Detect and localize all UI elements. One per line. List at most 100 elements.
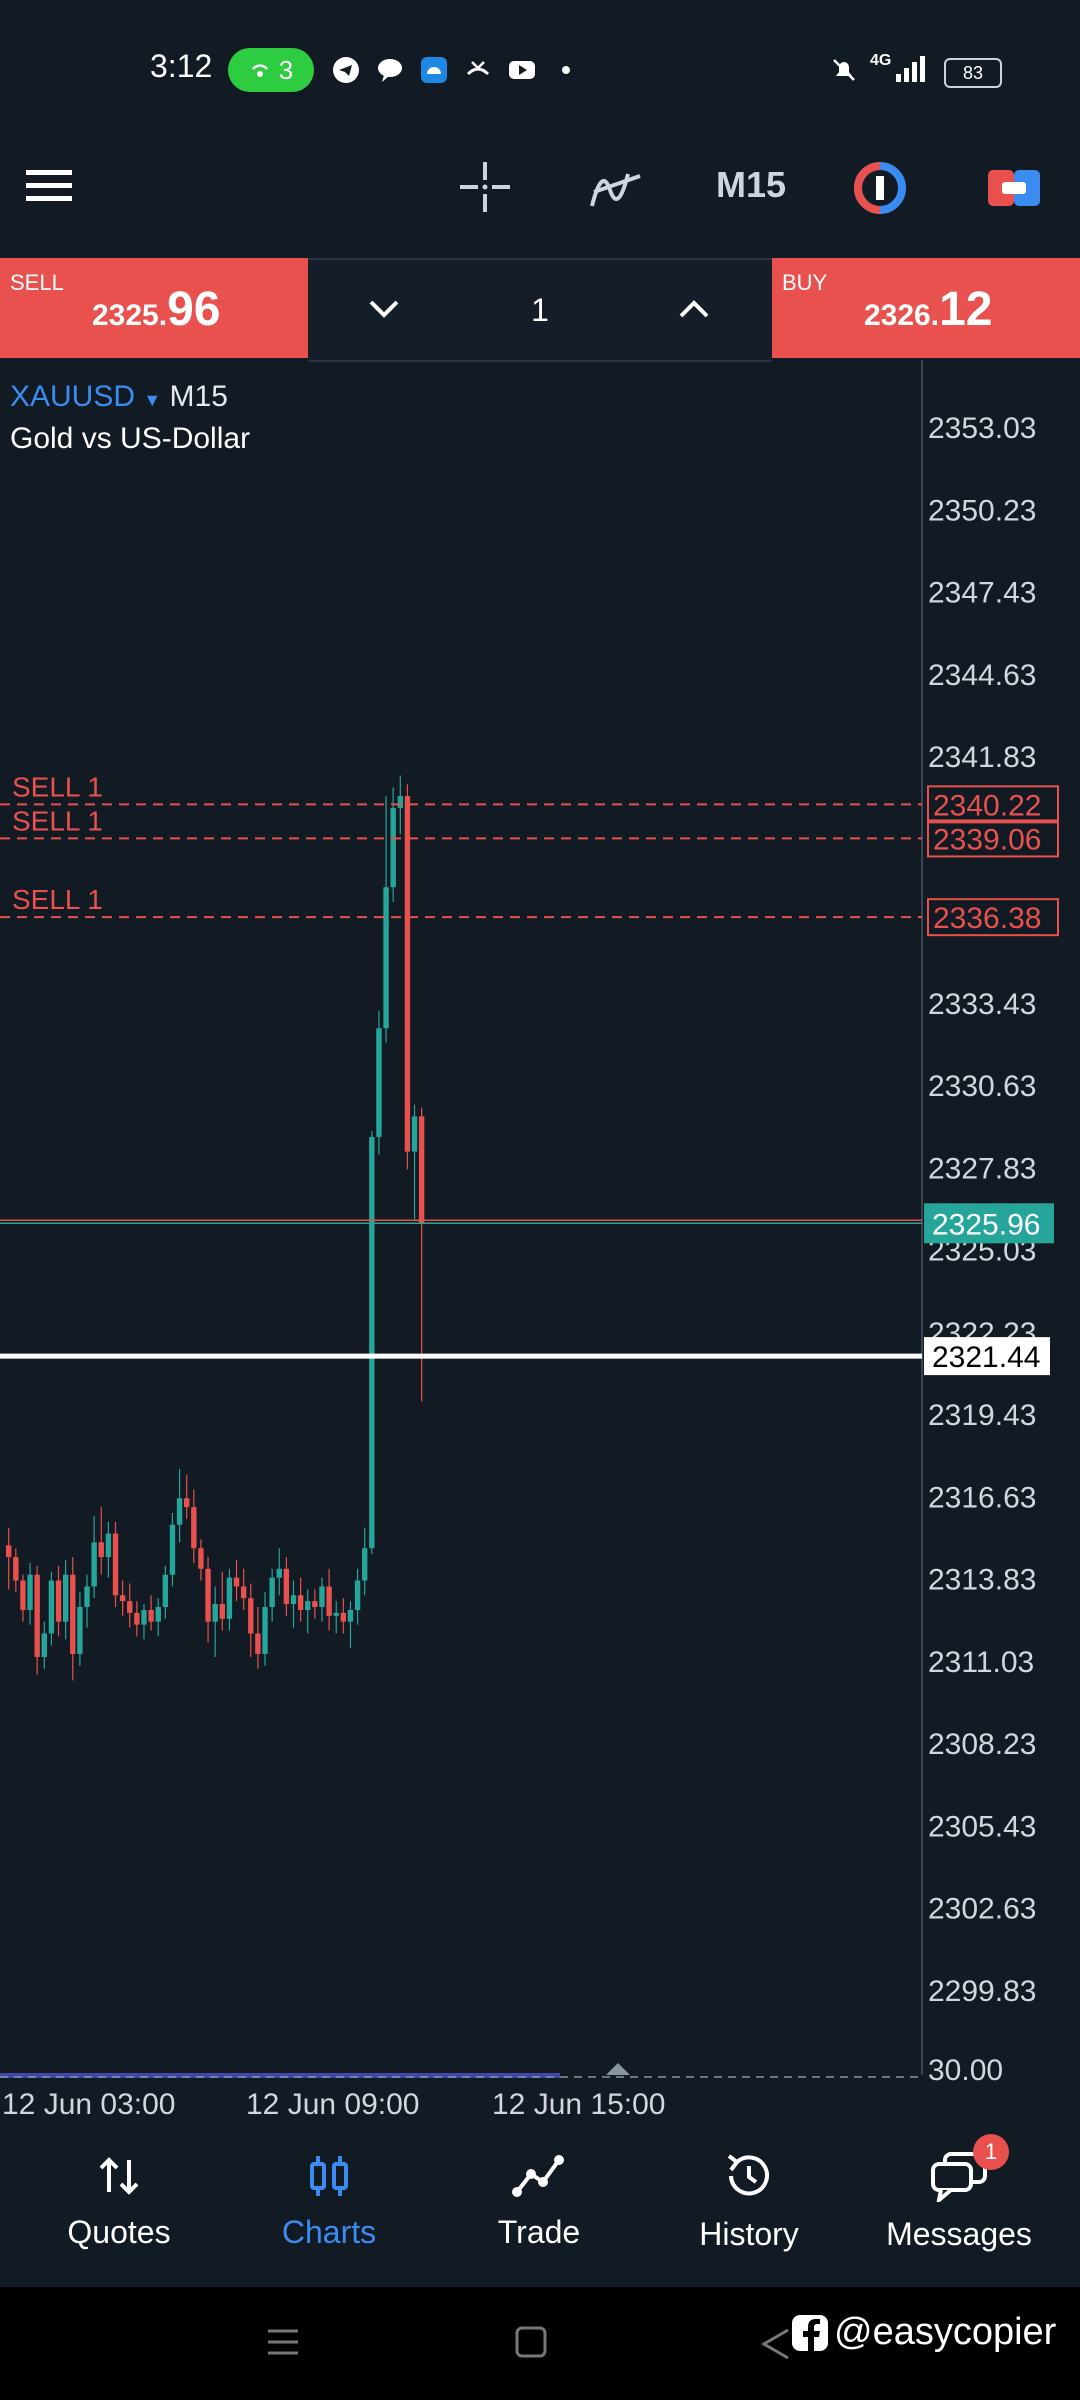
- nav-trade[interactable]: Trade: [444, 2115, 634, 2287]
- price-axis-label: 2333.43: [928, 988, 1036, 1021]
- sell-button[interactable]: SELL 2325.96: [0, 258, 308, 358]
- home-icon[interactable]: [514, 2325, 548, 2359]
- buy-label: BUY: [782, 270, 828, 295]
- status-bar: 3:12 3 4G 83: [0, 0, 1080, 140]
- watermark-text: @easycopier: [834, 2311, 1057, 2353]
- nav-charts[interactable]: Charts: [234, 2115, 424, 2287]
- price-axis-label: 2347.43: [928, 577, 1036, 610]
- telegram-icon: [333, 57, 359, 83]
- nav-history-label: History: [699, 2215, 799, 2252]
- nav-messages-label: Messages: [886, 2215, 1032, 2252]
- buy-price: 2326.12: [864, 282, 992, 337]
- clock: 3:12: [150, 48, 213, 84]
- messages-badge: 1: [973, 2133, 1009, 2170]
- chevron-up-icon[interactable]: [678, 298, 710, 320]
- bid-price-tag: [924, 1203, 1054, 1244]
- candle-body: [62, 1574, 69, 1622]
- candle-body: [205, 1568, 211, 1622]
- buy-button[interactable]: BUY 2326.12: [772, 258, 1080, 358]
- candle-body: [240, 1586, 247, 1599]
- history-icon: [727, 2153, 769, 2195]
- order-price-box: [927, 785, 1059, 824]
- candle-body: [233, 1577, 240, 1587]
- chart-canvas[interactable]: 2353.03 2350.23 2347.43 2344.63 2341.83 2333.…: [0, 360, 1080, 2115]
- timeframe-selector[interactable]: M15: [716, 164, 787, 205]
- nav-messages[interactable]: 1 Messages: [864, 2115, 1054, 2287]
- symbol-selector[interactable]: XAUUSD: [10, 380, 136, 413]
- candle-body: [347, 1609, 354, 1622]
- recent-apps-icon[interactable]: [266, 2325, 300, 2359]
- android-app-icon: [421, 57, 447, 83]
- candle-body: [255, 1633, 261, 1655]
- indicators-icon[interactable]: [588, 162, 644, 214]
- candle-body: [212, 1604, 218, 1622]
- candle-body: [404, 796, 411, 1152]
- candle-body: [276, 1568, 282, 1578]
- time-axis-label: 12 Jun 03:00: [2, 2088, 175, 2115]
- nav-quotes[interactable]: Quotes: [24, 2115, 214, 2287]
- order-price-box: [927, 819, 1059, 858]
- candle-body: [290, 1595, 297, 1605]
- candle-body: [141, 1609, 147, 1625]
- order-label: SELL 1: [12, 805, 103, 836]
- candle-body: [70, 1574, 76, 1655]
- candle-body: [297, 1595, 304, 1610]
- candle-body: [105, 1533, 112, 1558]
- price-axis-label: 2341.83: [928, 741, 1036, 774]
- chart-timeframe: M15: [169, 380, 228, 413]
- order-label: SELL 1: [12, 884, 103, 915]
- sell-price: 2325.96: [92, 282, 220, 337]
- candle-body: [98, 1542, 104, 1558]
- candle-body: [198, 1548, 204, 1569]
- symbol-description: Gold vs US-Dollar: [10, 422, 251, 455]
- one-click-trading-icon[interactable]: [852, 160, 908, 216]
- scroll-handle-icon[interactable]: [606, 2063, 630, 2075]
- chevron-down-icon[interactable]: [368, 298, 400, 320]
- candle-body: [418, 1116, 425, 1224]
- candle-body: [369, 1136, 375, 1549]
- candle-body: [119, 1595, 126, 1602]
- candle-body: [6, 1545, 12, 1558]
- candle-body: [354, 1580, 361, 1610]
- symbol-dropdown-icon[interactable]: ▼: [143, 390, 162, 410]
- chat-icon: [931, 2151, 987, 2205]
- youtube-icon: [509, 61, 535, 79]
- candle-body: [362, 1548, 368, 1581]
- candle-body: [20, 1580, 26, 1610]
- price-axis-label: 2302.63: [928, 1893, 1036, 1926]
- signal-icon: [896, 56, 925, 82]
- price-axis-label: 2305.43: [928, 1810, 1036, 1843]
- volume-value[interactable]: 1: [531, 292, 549, 328]
- nav-history[interactable]: History: [654, 2115, 844, 2287]
- trend-line-icon: [512, 2154, 564, 2197]
- candle-body: [376, 1028, 382, 1137]
- candle-body: [148, 1609, 154, 1622]
- candle-body: [312, 1601, 318, 1608]
- bid-price: 2325.96: [932, 1208, 1040, 1241]
- order-price: 2340.22: [933, 789, 1041, 822]
- order-price: 2339.06: [933, 823, 1041, 856]
- price-axis-label: 2308.23: [928, 1728, 1036, 1761]
- candle-body: [155, 1607, 161, 1622]
- sell-price-main: 2325.: [92, 299, 168, 332]
- hotspot-indicator: 3: [228, 48, 314, 92]
- candle-body: [162, 1574, 169, 1608]
- menu-icon[interactable]: [26, 166, 74, 206]
- bottom-navigation: Quotes Charts Trade History 1 Messages: [0, 2115, 1080, 2287]
- price-axis-label: 2327.83: [928, 1152, 1036, 1185]
- candle-body: [397, 796, 403, 808]
- candle-body: [77, 1607, 83, 1655]
- time-scroller[interactable]: [0, 2073, 560, 2078]
- trade-toggle-icon[interactable]: [986, 166, 1042, 210]
- candle-body: [383, 887, 389, 1029]
- nav-quotes-label: Quotes: [67, 2213, 171, 2250]
- order-label: SELL 1: [12, 771, 103, 802]
- crosshair-icon[interactable]: [458, 160, 512, 214]
- candles-icon: [310, 2155, 348, 2196]
- order-price-box: [927, 898, 1059, 937]
- facebook-icon: [792, 2314, 828, 2351]
- price-chart[interactable]: XAUUSD ▼ M15 Gold vs US-Dollar 2353.03 23…: [0, 360, 1080, 2115]
- chart-toolbar: M15: [0, 140, 1080, 260]
- back-icon[interactable]: [760, 2327, 790, 2361]
- candle-body: [112, 1533, 119, 1596]
